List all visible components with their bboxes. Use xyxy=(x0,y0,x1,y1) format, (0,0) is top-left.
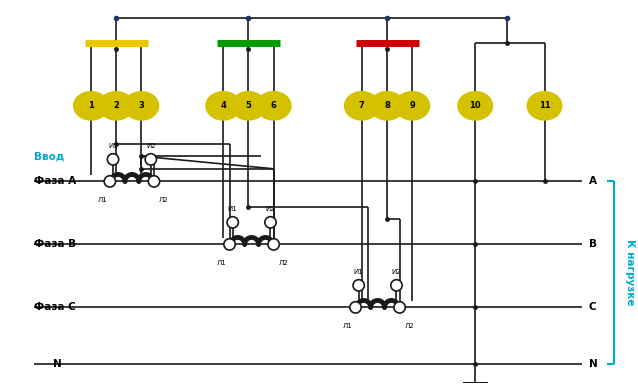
Circle shape xyxy=(145,154,156,165)
Text: 4: 4 xyxy=(220,101,226,110)
Text: И2: И2 xyxy=(146,143,156,149)
Ellipse shape xyxy=(458,92,493,120)
Ellipse shape xyxy=(369,92,404,120)
Text: В: В xyxy=(589,239,597,249)
Text: 1: 1 xyxy=(88,101,94,110)
Text: К нагрузке: К нагрузке xyxy=(625,239,635,306)
Text: С: С xyxy=(589,302,597,312)
Ellipse shape xyxy=(99,92,133,120)
Text: Л1: Л1 xyxy=(343,323,353,329)
Ellipse shape xyxy=(345,92,379,120)
Ellipse shape xyxy=(256,92,291,120)
Text: Л1: Л1 xyxy=(98,197,107,203)
Circle shape xyxy=(350,302,361,313)
Circle shape xyxy=(391,280,402,291)
Text: 10: 10 xyxy=(470,101,481,110)
Circle shape xyxy=(265,217,276,228)
Text: 5: 5 xyxy=(246,101,251,110)
Text: И2: И2 xyxy=(392,268,401,275)
Text: И1: И1 xyxy=(108,143,118,149)
Text: Фаза A: Фаза A xyxy=(34,177,77,186)
Ellipse shape xyxy=(231,92,266,120)
Text: И2: И2 xyxy=(265,206,276,211)
Text: N: N xyxy=(53,359,62,369)
Text: 7: 7 xyxy=(359,101,365,110)
Circle shape xyxy=(224,239,235,250)
Text: 11: 11 xyxy=(538,101,551,110)
Text: Фаза C: Фаза C xyxy=(34,302,76,312)
Ellipse shape xyxy=(206,92,241,120)
Text: Л2: Л2 xyxy=(278,260,288,266)
Text: Ввод: Ввод xyxy=(34,151,64,161)
Text: 3: 3 xyxy=(138,101,144,110)
Text: 8: 8 xyxy=(384,101,390,110)
Circle shape xyxy=(227,217,239,228)
Text: N: N xyxy=(589,359,597,369)
Text: Л2: Л2 xyxy=(159,197,168,203)
Circle shape xyxy=(353,280,364,291)
Text: Л1: Л1 xyxy=(217,260,227,266)
Text: Фаза B: Фаза B xyxy=(34,239,77,249)
Text: Л2: Л2 xyxy=(404,323,414,329)
Circle shape xyxy=(268,239,279,250)
Text: А: А xyxy=(589,177,597,186)
Text: 6: 6 xyxy=(271,101,277,110)
Text: И1: И1 xyxy=(354,268,364,275)
Circle shape xyxy=(148,176,160,187)
Ellipse shape xyxy=(527,92,562,120)
Circle shape xyxy=(104,176,115,187)
Text: 2: 2 xyxy=(113,101,119,110)
Text: И1: И1 xyxy=(228,206,237,211)
Circle shape xyxy=(394,302,405,313)
Text: 9: 9 xyxy=(410,101,415,110)
Ellipse shape xyxy=(395,92,429,120)
Circle shape xyxy=(107,154,119,165)
Ellipse shape xyxy=(73,92,108,120)
Ellipse shape xyxy=(124,92,159,120)
